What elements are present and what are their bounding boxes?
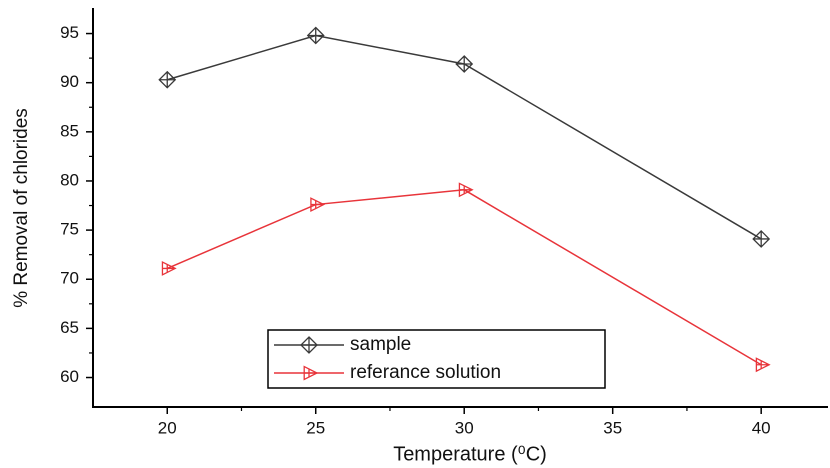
marker (300, 336, 318, 354)
y-tick-label: 75 (60, 220, 79, 239)
y-tick-label: 80 (60, 170, 79, 189)
legend-label: sample (350, 334, 411, 355)
marker (310, 197, 326, 213)
marker (306, 26, 325, 45)
x-tick-label: 20 (158, 418, 177, 437)
y-tick-label: 95 (60, 23, 79, 42)
marker (161, 260, 177, 276)
x-tick-label: 30 (455, 418, 474, 437)
x-tick-label: 40 (752, 418, 771, 437)
series-line (166, 189, 762, 366)
y-tick-label: 60 (60, 367, 79, 386)
x-tick-label: 35 (603, 418, 622, 437)
legend-box (267, 329, 606, 389)
x-tick-label: 25 (306, 418, 325, 437)
y-tick-label: 65 (60, 318, 79, 337)
marker (752, 230, 771, 248)
series-line (167, 34, 762, 240)
y-tick-label: 70 (60, 269, 79, 288)
marker (158, 70, 177, 89)
x-axis-label: Temperature (⁰C) (393, 443, 547, 465)
marker (303, 365, 319, 381)
y-tick-label: 85 (60, 121, 79, 140)
marker (755, 357, 771, 373)
marker (458, 182, 474, 198)
legend-label: referance solution (350, 362, 501, 383)
marker (455, 55, 474, 73)
y-tick-label: 90 (60, 72, 79, 91)
y-axis-label: % Removal of chlorides (11, 108, 32, 308)
